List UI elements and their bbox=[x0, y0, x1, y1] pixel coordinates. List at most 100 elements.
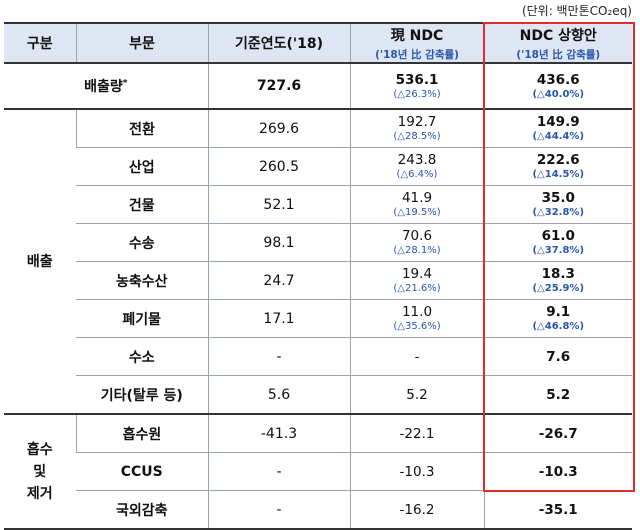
raised-ndc-value: 61.0 bbox=[541, 228, 575, 244]
raised-ndc-value-cell: 35.0 (△32.8%) bbox=[483, 185, 632, 224]
total-row: 배출량* 727.6 536.1 (△26.3%) 436.6 (△40.0%) bbox=[4, 63, 632, 110]
current-ndc-value-pct: (△21.6%) bbox=[393, 283, 441, 294]
header-sector: 부문 bbox=[75, 22, 208, 64]
raised-ndc-value: 35.0 bbox=[541, 190, 575, 206]
current-ndc-value-cell: 19.4 (△21.6%) bbox=[349, 261, 484, 300]
current-ndc-value: 192.7 bbox=[397, 114, 437, 130]
table-row: 흡수 및 제거 흡수원 -41.3 -22.1 -26.7 bbox=[4, 414, 632, 530]
sector-label: 수송 bbox=[76, 223, 208, 262]
raised-ndc-value-pct: (△37.8%) bbox=[532, 245, 585, 256]
base-year-value: 17.1 bbox=[207, 299, 350, 338]
current-ndc-value: 243.8 bbox=[397, 152, 437, 168]
header-current-ndc-sub: ('18년 比 감축률) bbox=[375, 48, 459, 61]
current-ndc-value-cell: -22.1 bbox=[349, 414, 484, 453]
raised-ndc-value: 7.6 bbox=[546, 348, 571, 365]
raised-ndc-value: 5.2 bbox=[546, 386, 571, 403]
table-row: 폐기물 17.1 11.0 (△35.6%) 9.1 (△46.8%) bbox=[4, 299, 632, 338]
raised-ndc-value: -10.3 bbox=[538, 463, 578, 480]
raised-ndc-value-cell: 222.6 (△14.5%) bbox=[483, 147, 632, 186]
base-year-value: 24.7 bbox=[207, 261, 350, 300]
total-current-cell: 536.1 (△26.3%) bbox=[349, 63, 484, 110]
current-ndc-value-pct: (△35.6%) bbox=[393, 321, 441, 332]
sector-label: 국외감축 bbox=[76, 490, 208, 530]
raised-ndc-value-cell: -10.3 bbox=[483, 452, 632, 491]
base-year-value: - bbox=[207, 490, 350, 530]
raised-ndc-value: 18.3 bbox=[541, 266, 575, 282]
raised-ndc-value: -26.7 bbox=[538, 425, 578, 442]
sector-label: 폐기물 bbox=[76, 299, 208, 338]
header-current-ndc: 現 NDC ('18년 比 감축률) bbox=[349, 22, 484, 64]
sector-label: 산업 bbox=[76, 147, 208, 186]
total-raised-pct: (△40.0%) bbox=[532, 88, 585, 100]
current-ndc-value-cell: -16.2 bbox=[349, 490, 484, 530]
current-ndc-value-cell: 192.7 (△28.5%) bbox=[349, 109, 484, 148]
current-ndc-value: 41.9 bbox=[401, 190, 433, 206]
base-year-value: -41.3 bbox=[207, 414, 350, 453]
group-absorption-line: 제거 bbox=[26, 485, 53, 502]
raised-ndc-value-cell: 7.6 bbox=[483, 337, 632, 376]
table-row: 수송 98.1 70.6 (△28.1%) 61.0 (△37.8%) bbox=[4, 223, 632, 262]
header-base-year: 기준연도('18) bbox=[207, 22, 350, 64]
header-row: 구분 부문 기준연도('18) 現 NDC ('18년 比 감축률) NDC 상… bbox=[4, 22, 632, 64]
header-raised-ndc-sub: ('18년 比 감축률) bbox=[516, 48, 601, 61]
table-row: 국외감축 - -16.2 -35.1 bbox=[4, 490, 632, 530]
current-ndc-value: -10.3 bbox=[399, 463, 435, 480]
sector-label: 전환 bbox=[75, 109, 208, 148]
current-ndc-value-cell: - bbox=[349, 337, 484, 376]
raised-ndc-value-pct: (△14.5%) bbox=[532, 169, 585, 180]
total-raised-cell: 436.6 (△40.0%) bbox=[483, 63, 632, 110]
header-current-ndc-label: 現 NDC bbox=[390, 27, 444, 44]
total-base: 727.6 bbox=[207, 63, 350, 110]
base-year-value: 269.6 bbox=[207, 109, 350, 148]
raised-ndc-value-pct: (△32.8%) bbox=[532, 207, 585, 218]
sector-label: 기타(탈루 등) bbox=[76, 375, 208, 415]
header-raised-ndc: NDC 상향안 ('18년 比 감축률) bbox=[483, 22, 632, 64]
raised-ndc-value-pct: (△44.4%) bbox=[532, 131, 585, 142]
current-ndc-value: 5.2 bbox=[406, 386, 428, 403]
header-raised-ndc-label: NDC 상향안 bbox=[519, 27, 597, 44]
group-emission-line: 배출 bbox=[26, 253, 53, 270]
sector-label: 수소 bbox=[76, 337, 208, 376]
table-row: 기타(탈루 등) 5.6 5.2 5.2 bbox=[4, 375, 632, 415]
raised-ndc-value-cell: 5.2 bbox=[483, 375, 632, 415]
total-current: 536.1 bbox=[395, 71, 439, 88]
raised-ndc-value-cell: -26.7 bbox=[483, 414, 632, 453]
current-ndc-value-pct: (△28.1%) bbox=[393, 245, 441, 256]
table-row: 농축수산 24.7 19.4 (△21.6%) 18.3 (△25.9%) bbox=[4, 261, 632, 300]
header-category: 구분 bbox=[4, 22, 76, 64]
current-ndc-value: 11.0 bbox=[401, 304, 433, 320]
raised-ndc-value-cell: 61.0 (△37.8%) bbox=[483, 223, 632, 262]
current-ndc-value-cell: 70.6 (△28.1%) bbox=[349, 223, 484, 262]
raised-ndc-value: -35.1 bbox=[538, 501, 578, 518]
total-raised: 436.6 bbox=[536, 71, 580, 88]
sector-label: CCUS bbox=[76, 452, 208, 491]
sector-label: 농축수산 bbox=[76, 261, 208, 300]
base-year-value: 98.1 bbox=[207, 223, 350, 262]
total-current-pct: (△26.3%) bbox=[393, 88, 441, 100]
raised-ndc-value: 9.1 bbox=[546, 304, 571, 320]
raised-ndc-value-cell: 18.3 (△25.9%) bbox=[483, 261, 632, 300]
current-ndc-value: 19.4 bbox=[401, 266, 433, 282]
current-ndc-value-cell: 11.0 (△35.6%) bbox=[349, 299, 484, 338]
base-year-value: 52.1 bbox=[207, 185, 350, 224]
current-ndc-value-pct: (△19.5%) bbox=[393, 207, 441, 218]
group-absorption: 흡수 및 제거 bbox=[4, 414, 76, 530]
raised-ndc-value-cell: 9.1 (△46.8%) bbox=[483, 299, 632, 338]
table-row: CCUS - -10.3 -10.3 bbox=[4, 452, 632, 491]
total-label: 배출량 bbox=[84, 79, 123, 95]
current-ndc-value-cell: 243.8 (△6.4%) bbox=[349, 147, 484, 186]
base-year-value: 5.6 bbox=[207, 375, 350, 415]
raised-ndc-value: 222.6 bbox=[536, 152, 580, 168]
raised-ndc-value-cell: -35.1 bbox=[483, 490, 632, 530]
current-ndc-value-cell: 41.9 (△19.5%) bbox=[349, 185, 484, 224]
unit-note: (단위: 백만톤CO₂eq) bbox=[521, 4, 632, 18]
group-absorption-line: 및 bbox=[33, 463, 47, 480]
total-marker: * bbox=[122, 78, 128, 89]
raised-ndc-value-cell: 149.9 (△44.4%) bbox=[483, 109, 632, 148]
base-year-value: 260.5 bbox=[207, 147, 350, 186]
group-emission: 배출 bbox=[4, 109, 76, 415]
current-ndc-value: - bbox=[414, 348, 420, 365]
ndc-table: 구분 부문 기준연도('18) 現 NDC ('18년 比 감축률) NDC 상… bbox=[4, 22, 632, 530]
sector-label: 흡수원 bbox=[75, 414, 208, 453]
current-ndc-value: 70.6 bbox=[401, 228, 433, 244]
